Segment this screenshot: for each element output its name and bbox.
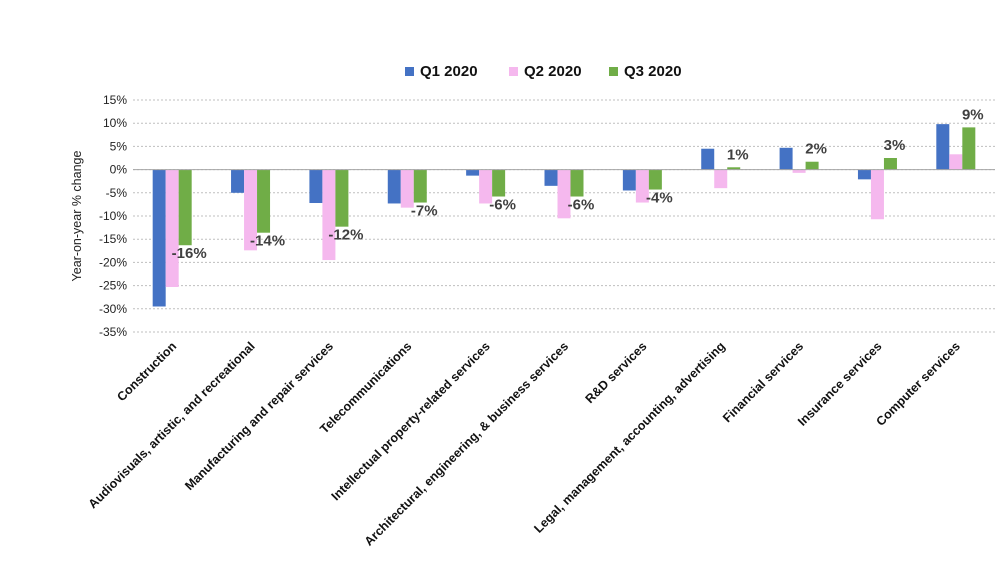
y-tick-label: -20% [99,255,127,269]
bar-q3-2020 [413,169,427,203]
bar-q3-2020 [570,169,584,197]
data-label: -16% [172,245,207,262]
legend-swatch [609,67,618,76]
data-label: -6% [568,197,595,214]
y-tick-label: -15% [99,232,127,246]
bar-q2-2020 [244,169,258,251]
bar-q2-2020 [792,169,806,173]
bar-q3-2020 [648,169,662,190]
category-label: Insurance services [795,339,885,429]
bar-q1-2020 [309,169,323,204]
bar-q2-2020 [165,169,179,287]
y-tick-label: -5% [106,186,128,200]
category-label: Computer services [873,339,963,429]
bar-q2-2020 [557,169,571,219]
bar-q1-2020 [779,147,793,170]
data-label: -7% [411,203,438,220]
y-tick-label: -10% [99,209,127,223]
y-tick-label: 5% [110,139,128,153]
data-label: 1% [727,146,749,163]
bar-q2-2020 [400,169,414,208]
bar-q2-2020 [870,169,884,220]
bar-q2-2020 [322,169,336,261]
y-tick-label: 15% [103,93,127,107]
y-tick-label: -30% [99,302,127,316]
bar-q1-2020 [152,169,166,307]
data-label: 9% [962,106,984,123]
bar-q1-2020 [622,169,636,191]
bar-q1-2020 [544,169,558,186]
bar-q3-2020 [335,169,349,227]
legend-label: Q1 2020 [420,63,478,80]
bar-q3-2020 [257,169,271,233]
bar-q1-2020 [466,169,480,176]
bar-q3-2020 [962,127,976,170]
bar-q1-2020 [936,124,950,170]
category-label: R&D services [583,339,650,406]
y-tick-label: -35% [99,325,127,339]
bar-q3-2020 [727,167,741,170]
bar-q2-2020 [635,169,649,203]
bar-q2-2020 [714,169,728,189]
bar-q1-2020 [231,169,245,193]
data-label: -14% [250,233,285,250]
data-label: -4% [646,190,673,207]
y-tick-label: 10% [103,116,127,130]
y-tick-label: -25% [99,279,127,293]
bar-q3-2020 [178,169,192,246]
bar-q3-2020 [492,169,506,197]
bar-q3-2020 [883,158,897,170]
legend-swatch [405,67,414,76]
bar-q2-2020 [479,169,493,204]
bar-q1-2020 [387,169,401,204]
data-label: -12% [328,227,363,244]
legend-swatch [509,67,518,76]
y-axis-title: Year-on-year % change [70,151,84,282]
category-label: Manufacturing and repair services [182,339,336,493]
y-tick-label: 0% [110,163,128,177]
data-label: 2% [805,141,827,158]
bar-q3-2020 [805,161,819,170]
legend-label: Q3 2020 [624,63,682,80]
bar-q1-2020 [701,148,715,170]
data-label: -6% [489,197,516,214]
data-label: 3% [884,137,906,154]
legend-label: Q2 2020 [524,63,582,80]
bar-q1-2020 [857,169,871,180]
category-label: Construction [114,339,179,404]
category-label: Financial services [720,339,806,425]
category-label: Audiovisuals, artistic, and recreational [86,339,258,511]
category-label: Intellectual property-related services [329,339,493,503]
bar-q2-2020 [949,154,963,170]
